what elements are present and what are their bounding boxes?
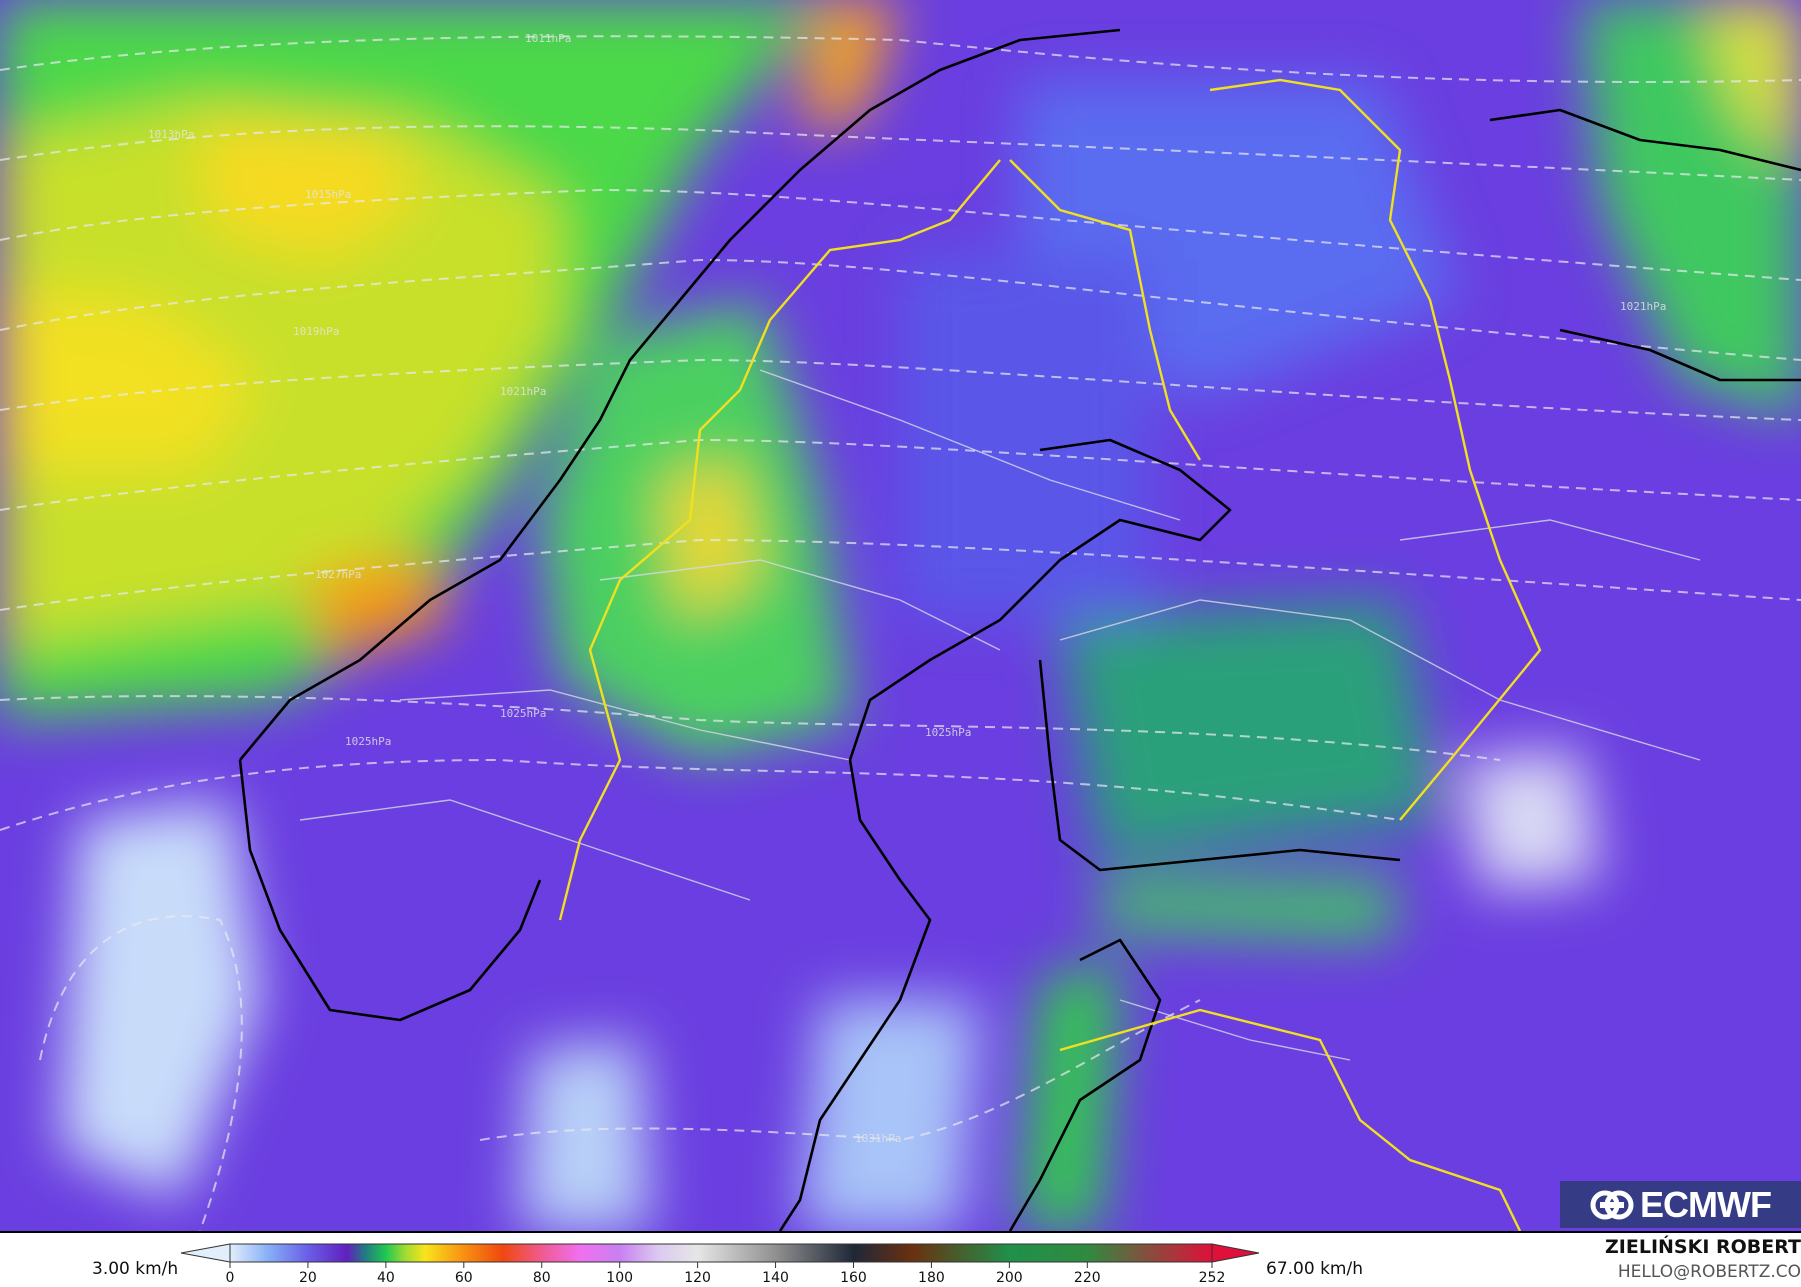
author-name: ZIELIŃSKI ROBERT (1605, 1236, 1801, 1258)
colorbar-tick-label: 180 (918, 1270, 945, 1286)
isobar-label: 1027hPa (315, 568, 361, 581)
isobar-label: 1021hPa (1620, 300, 1666, 313)
colorbar-tick-label: 40 (376, 1270, 395, 1286)
isobar-labels: 1011hPa 1013hPa 1015hPa 1019hPa 1021hPa … (148, 32, 1666, 1145)
colorbar-tick-label: 140 (762, 1270, 789, 1286)
isobar-label: 1011hPa (525, 32, 571, 45)
isobar-label: 1013hPa (148, 128, 194, 141)
ecmwf-logo: ECMWF (1560, 1181, 1801, 1228)
isobar-label: 1025hPa (500, 707, 546, 720)
ecmwf-logo-mark-icon (1590, 1190, 1634, 1219)
colorbar-gradient (229, 1243, 1213, 1263)
wind-field (0, 0, 1801, 1231)
legend-max-label: 67.00 km/h (1266, 1259, 1363, 1279)
colorbar-tick-label: 0 (225, 1270, 235, 1286)
coastline (238, 28, 1801, 1231)
isobar-label: 1015hPa (305, 188, 351, 201)
colorbar-tick-label: 100 (606, 1270, 634, 1286)
author-email: HELLO@ROBERTZ.CO (1617, 1262, 1801, 1282)
colorbar-over-arrow (1211, 1243, 1260, 1263)
colorbar-tick-label: 80 (532, 1270, 551, 1286)
colorbar-tick-label: 160 (840, 1270, 867, 1286)
colorbar-tick-label: 200 (995, 1270, 1023, 1286)
colorbar-tick-label: 220 (1073, 1270, 1101, 1286)
colorbar-tick-label: 60 (454, 1270, 473, 1286)
colorbar (180, 1243, 1260, 1268)
ecmwf-logo-text: ECMWF (1640, 1183, 1772, 1225)
isobar-label: 1021hPa (500, 385, 546, 398)
isobar-label: 1031hPa (855, 1132, 901, 1145)
colorbar-under-arrow (180, 1243, 231, 1263)
region-borders (299, 369, 1701, 1061)
national-borders (558, 78, 1542, 1231)
colorbar-tick-label: 252 (1198, 1270, 1226, 1286)
isobar-label: 1019hPa (293, 325, 339, 338)
colorbar-tick-label: 120 (684, 1270, 711, 1286)
wind-speed-map: 1011hPa 1013hPa 1015hPa 1019hPa 1021hPa … (0, 0, 1801, 1233)
legend-min-label: 3.00 km/h (92, 1259, 179, 1279)
isobar-label: 1025hPa (925, 726, 971, 739)
isobars (0, 35, 1801, 1231)
colorbar-tick-label: 20 (299, 1270, 317, 1286)
isobar-label: 1025hPa (345, 735, 391, 748)
